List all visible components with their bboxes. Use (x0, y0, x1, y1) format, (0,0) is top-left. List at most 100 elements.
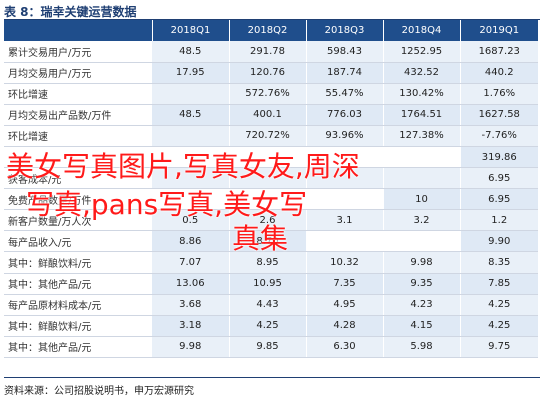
source-divider (4, 377, 540, 378)
table-cell: 4.25 (460, 294, 538, 316)
table-cell: 6.95 (460, 167, 538, 190)
table-title: 表 8：瑞幸关键运营数据 (4, 5, 137, 19)
table-row: 其中：鲜酿饮料/元 7.07 8.95 10.32 9.98 8.35 (4, 251, 538, 274)
table-cell (383, 167, 461, 190)
table-cell: 7.85 (460, 273, 538, 295)
table-cell: 8.35 (460, 251, 538, 274)
table-cell (229, 167, 307, 190)
table-cell (152, 188, 230, 211)
table-cell: 4.25 (460, 315, 538, 337)
table-cell: 4.15 (383, 315, 461, 337)
table-cell: 1252.95 (383, 41, 461, 63)
table-cell (383, 230, 461, 253)
table-cell: -7.76% (460, 125, 538, 147)
table-cell (306, 230, 384, 253)
table-header-row: 2018Q1 2018Q2 2018Q3 2018Q4 2019Q1 (4, 20, 538, 41)
table-row: 月均交易用户/万元 17.95 120.76 187.74 432.52 440.2 (4, 62, 538, 84)
table-row: 月均交易出产品数/万件 48.5 400.1 776.03 1764.51 1627.58 (4, 104, 538, 126)
row-label: 每产品收入/元 (4, 230, 152, 253)
row-label: 其中：其他产品/元 (4, 273, 152, 295)
table-cell: 7.35 (306, 273, 384, 295)
table-cell: 720.72% (229, 125, 307, 147)
watermark-line: 写真,pans写真,美女写 (26, 188, 308, 221)
row-label: 月均交易出产品数/万件 (4, 104, 152, 126)
row-label: 新客户数量/万人次 (4, 209, 152, 232)
table-row: 获客成本/元 6.95 (4, 167, 538, 190)
table-cell: 572.76% (229, 83, 307, 105)
row-label: 其中：鲜酿饮料/元 (4, 251, 152, 274)
table-cell: 400.1 (229, 104, 307, 126)
table-cell: 3.18 (152, 315, 230, 337)
table-cell: 13.06 (152, 273, 230, 295)
table-row: 319.86 (4, 146, 538, 169)
table-cell: 48.5 (152, 41, 230, 63)
table-cell: 2.6 (229, 209, 307, 232)
table-cell: 10.95 (229, 273, 307, 295)
table-cell: 187.74 (306, 62, 384, 84)
table-cell (152, 125, 230, 147)
table-cell: 7.07 (152, 251, 230, 274)
table-cell: 3.68 (152, 294, 230, 316)
table-cell: 48.5 (152, 104, 230, 126)
table-cell: 5.98 (383, 336, 461, 358)
watermark-line: 真集 (232, 222, 289, 255)
table-cell: 10 (383, 188, 461, 211)
table-cell: 130.42% (383, 83, 461, 105)
table-cell: 9.98 (383, 251, 461, 274)
row-label: 获客成本/元 (4, 167, 152, 190)
table-cell: 4.95 (306, 294, 384, 316)
table-row: 累计交易用户/万元 48.5 291.78 598.43 1252.95 1687.23 (4, 41, 538, 63)
table-cell: 10.32 (306, 251, 384, 274)
table-row: 环比增速 572.76% 55.47% 130.42% 1.76% (4, 83, 538, 105)
table-cell: 127.38% (383, 125, 461, 147)
table-cell: 3.1 (306, 209, 384, 232)
table-cell: 120.76 (229, 62, 307, 84)
table-cell (152, 146, 230, 169)
table-cell (229, 146, 307, 169)
table-cell: 8.70 (229, 230, 307, 253)
table-cell: 9.98 (152, 336, 230, 358)
table-cell: 93.96% (306, 125, 384, 147)
table-cell (306, 167, 384, 190)
table-cell: 9.35 (383, 273, 461, 295)
table-row: 新客户数量/万人次 0.5 2.6 3.1 3.2 1.2 (4, 209, 538, 232)
table-row: 其中：其他产品/元 13.06 10.95 7.35 9.35 7.85 (4, 273, 538, 295)
table-cell: 8.86 (152, 230, 230, 253)
operating-data-table: 2018Q1 2018Q2 2018Q3 2018Q4 2019Q1 累计交易用… (4, 20, 538, 358)
column-header: 2018Q3 (306, 20, 384, 41)
source-note: 资料来源：公司招股说明书，申万宏源研究 (4, 386, 194, 397)
table-cell: 4.28 (306, 315, 384, 337)
table-cell: 319.86 (460, 146, 538, 169)
column-header (4, 20, 153, 41)
column-header: 2018Q2 (229, 20, 307, 41)
column-header: 2018Q4 (383, 20, 461, 41)
table-cell (306, 188, 384, 211)
table-cell: 3.2 (383, 209, 461, 232)
table-cell (229, 188, 307, 211)
table-cell (306, 146, 384, 169)
table-row: 免费产品数量/万件 10 6.95 (4, 188, 538, 211)
table-cell: 9.75 (460, 336, 538, 358)
table-row: 每产品收入/元 8.86 8.70 9.90 (4, 230, 538, 253)
row-label: 环比增速 (4, 83, 152, 105)
table-cell: 1627.58 (460, 104, 538, 126)
table-cell: 9.85 (229, 336, 307, 358)
table-cell: 1.76% (460, 83, 538, 105)
table-cell: 432.52 (383, 62, 461, 84)
watermark-line: 美女写真图片,写真女友,周深 (6, 150, 360, 183)
table-cell: 598.43 (306, 41, 384, 63)
row-label: 环比增速 (4, 125, 152, 147)
table-cell: 4.43 (229, 294, 307, 316)
row-label: 月均交易用户/万元 (4, 62, 152, 84)
row-label: 其中：鲜酿饮料/元 (4, 315, 152, 337)
table-cell: 8.95 (229, 251, 307, 274)
table-cell (152, 167, 230, 190)
table-cell: 291.78 (229, 41, 307, 63)
table-cell: 9.90 (460, 230, 538, 253)
row-label: 累计交易用户/万元 (4, 41, 152, 63)
column-header: 2019Q1 (460, 20, 538, 41)
table-cell: 440.2 (460, 62, 538, 84)
table-row: 每产品原材料成本/元 3.68 4.43 4.95 4.23 4.25 (4, 294, 538, 316)
table-cell: 17.95 (152, 62, 230, 84)
table-cell (383, 146, 461, 169)
